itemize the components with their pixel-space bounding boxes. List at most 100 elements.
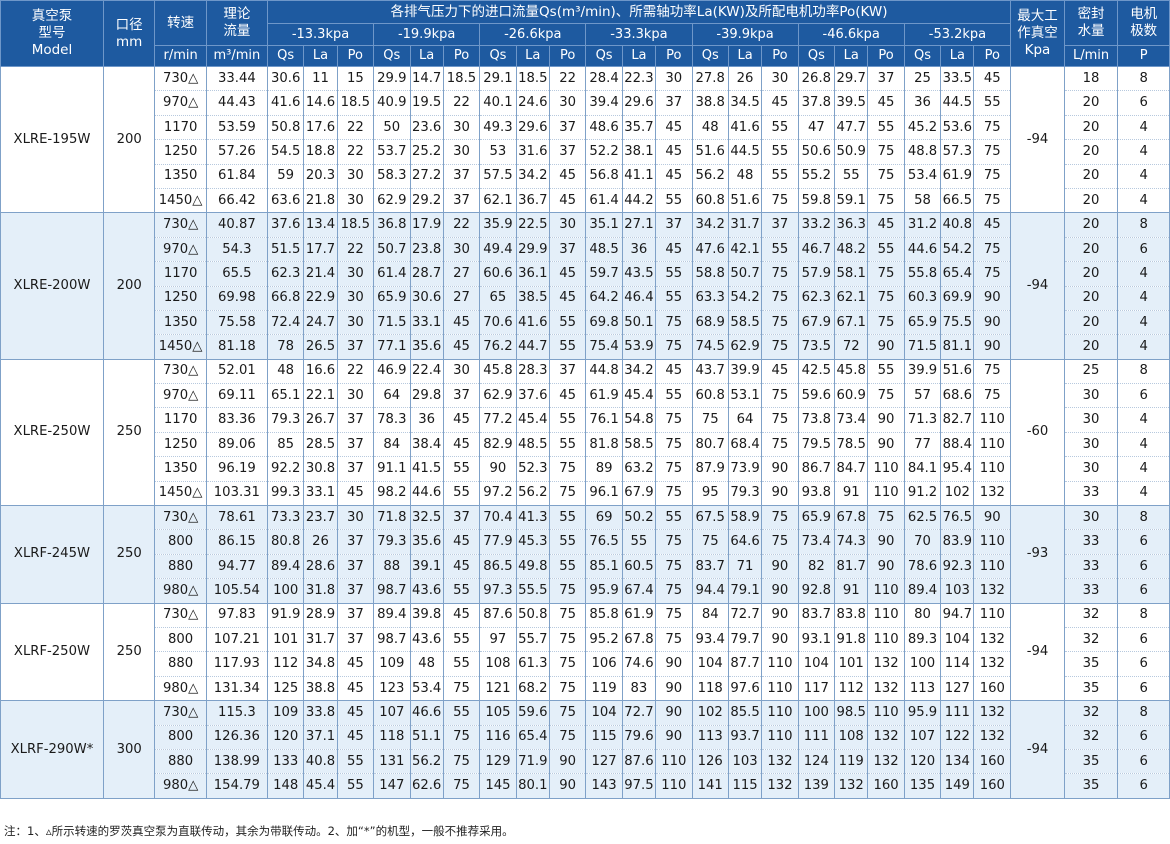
po-cell: 22	[336, 115, 375, 141]
la-cell: 45.8	[834, 359, 869, 385]
la-cell: 48	[409, 651, 444, 677]
poles-cell: 4	[1117, 481, 1170, 507]
poles-cell: 8	[1117, 700, 1170, 726]
la-cell: 35.7	[621, 115, 657, 141]
la-cell: 76.5	[940, 505, 975, 531]
po-cell: 27	[442, 261, 481, 287]
qs-cell: 51.6	[691, 139, 729, 165]
la-cell: 62.1	[834, 286, 869, 311]
sub-header-po: Po	[442, 45, 481, 67]
theory-flow-cell: 75.58	[205, 310, 268, 336]
poles-unit: P	[1117, 45, 1170, 67]
la-cell: 46.6	[409, 700, 444, 726]
po-cell: 55	[548, 334, 587, 360]
qs-cell: 60.8	[691, 188, 729, 214]
po-cell: 45	[442, 554, 481, 580]
qs-cell: 91.9	[266, 603, 305, 628]
qs-cell: 77	[903, 432, 942, 458]
qs-cell: 121	[479, 676, 517, 702]
po-cell: 30	[442, 139, 481, 165]
la-cell: 132	[834, 773, 869, 799]
qs-cell: 100	[903, 651, 942, 677]
qs-cell: 38.8	[691, 90, 729, 116]
speed-cell: 1450△	[154, 334, 207, 360]
la-cell: 36.7	[515, 188, 550, 214]
theory-flow-cell: 53.59	[205, 115, 268, 141]
qs-cell: 76.2	[479, 334, 517, 360]
speed-cell: 730△	[154, 505, 207, 531]
la-cell: 41.1	[621, 164, 657, 189]
la-cell: 65.4	[515, 725, 550, 750]
theory-flow-cell: 94.77	[205, 554, 268, 580]
la-cell: 28.9	[303, 603, 338, 628]
po-cell: 45	[655, 164, 693, 189]
qs-cell: 86.7	[797, 456, 836, 482]
la-cell: 64.6	[727, 529, 763, 555]
po-cell: 75	[973, 261, 1012, 287]
la-cell: 45.4	[515, 407, 550, 433]
la-cell: 21.4	[303, 261, 338, 287]
qs-cell: 85.1	[585, 554, 623, 580]
la-cell: 34.2	[621, 359, 657, 385]
po-cell: 45	[655, 139, 693, 165]
theory-flow-cell: 96.19	[205, 456, 268, 482]
po-cell: 55	[336, 749, 375, 775]
po-cell: 75	[973, 359, 1012, 385]
qs-cell: 82.9	[479, 432, 517, 458]
la-cell: 44.5	[727, 139, 763, 165]
qs-cell: 88	[373, 554, 411, 580]
la-cell: 30.6	[409, 286, 444, 311]
la-cell: 29.6	[515, 115, 550, 141]
table-row: 880 138.99 133 40.8 55 131 56.2 75 129 71.9 90 127 8…	[1, 749, 1170, 775]
vacuum-column-header: 最大工 作真空 Kpa	[1010, 0, 1065, 67]
main-title: 各排气压力下的进口流量Qs(m³/min)、所需轴功率La(KW)及所配电机功率…	[266, 0, 1012, 24]
po-cell: 75	[655, 578, 693, 604]
bore-cell: 200	[102, 212, 156, 360]
la-cell: 37.1	[303, 725, 338, 750]
la-cell: 18.5	[515, 66, 550, 92]
model-cell: XLRE-195W	[0, 66, 104, 214]
poles-cell: 4	[1117, 456, 1170, 482]
poles-header-line2: 极数	[1130, 23, 1158, 39]
qs-cell: 36	[903, 90, 942, 116]
table-row: 1350 75.58 72.4 24.7 30 71.5 33.1 45 70.6 41.6 55 6…	[1, 310, 1170, 336]
qs-cell: 96.1	[585, 481, 623, 507]
qs-cell: 123	[373, 676, 411, 702]
qs-cell: 106	[585, 651, 623, 677]
la-cell: 41.6	[727, 115, 763, 141]
qs-cell: 84.1	[903, 456, 942, 482]
water-cell: 20	[1063, 261, 1119, 287]
theory-header-line1: 理论	[223, 6, 251, 23]
po-cell: 75	[867, 261, 905, 287]
la-cell: 35.6	[409, 529, 444, 555]
la-cell: 83.8	[834, 603, 869, 628]
po-cell: 30	[336, 286, 375, 311]
la-cell: 23.7	[303, 505, 338, 531]
sub-header-qs: Qs	[266, 45, 305, 67]
qs-cell: 125	[266, 676, 305, 702]
la-cell: 79.6	[621, 725, 657, 750]
qs-cell: 83.7	[691, 554, 729, 580]
qs-cell: 85.8	[585, 603, 623, 628]
qs-cell: 71.5	[903, 334, 942, 360]
po-cell: 90	[973, 334, 1012, 360]
theory-flow-cell: 126.36	[205, 725, 268, 750]
water-cell: 33	[1063, 578, 1119, 604]
qs-cell: 126	[691, 749, 729, 775]
po-cell: 75	[761, 407, 799, 433]
qs-cell: 65.9	[373, 286, 411, 311]
qs-cell: 61.4	[373, 261, 411, 287]
po-cell: 37	[336, 554, 375, 580]
la-cell: 39.1	[409, 554, 444, 580]
la-cell: 71.9	[515, 749, 550, 775]
la-cell: 22.9	[303, 286, 338, 311]
po-cell: 30	[336, 188, 375, 214]
po-cell: 45	[336, 651, 375, 677]
la-cell: 68.6	[940, 383, 975, 409]
po-cell: 55	[761, 115, 799, 141]
la-cell: 88.4	[940, 432, 975, 458]
po-cell: 55	[548, 554, 587, 580]
la-cell: 39.9	[727, 359, 763, 385]
la-cell: 32.5	[409, 505, 444, 531]
po-cell: 37	[336, 627, 375, 653]
